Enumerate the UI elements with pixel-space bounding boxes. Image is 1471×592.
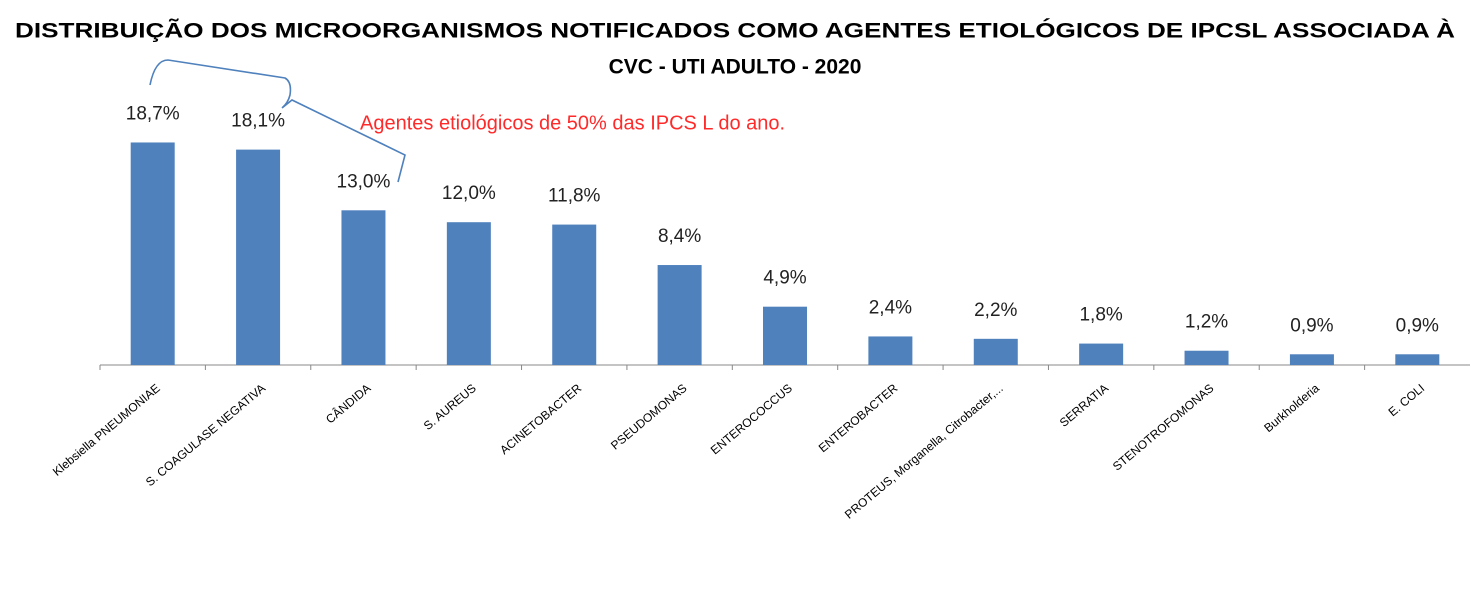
- x-tick-label: Klebsiella PNEUMONIAE: [50, 381, 163, 479]
- chart-title: CVC - UTI ADULTO - 2020: [609, 56, 862, 79]
- x-tick-label: S. AUREUS: [421, 381, 479, 433]
- bar: [973, 338, 1018, 365]
- data-label: 18,1%: [231, 111, 285, 132]
- data-label: 8,4%: [658, 226, 701, 247]
- x-tick-label: STENOTROFOMONAS: [1110, 381, 1217, 474]
- x-tick-label: ENTEROBACTER: [816, 381, 901, 455]
- bar: [657, 265, 702, 365]
- x-tick-label: ACINETOBACTER: [497, 381, 584, 457]
- bar: [130, 142, 175, 365]
- brace: [149, 59, 406, 183]
- data-label: 11,8%: [548, 186, 601, 207]
- bar: [446, 222, 491, 365]
- bar: [236, 149, 281, 365]
- data-label: 1,8%: [1079, 305, 1122, 326]
- data-label: 0,9%: [1290, 315, 1333, 336]
- bar: [1289, 354, 1334, 365]
- bar: [868, 336, 913, 365]
- bar: [763, 306, 807, 365]
- x-tick-label: E. COLI: [1386, 381, 1428, 419]
- x-tick-label: CÂNDIDA: [322, 380, 373, 426]
- x-tick-label: SERRATIA: [1057, 381, 1111, 430]
- data-label: 18,7%: [126, 103, 180, 124]
- bar: [341, 210, 386, 365]
- bar: [1079, 343, 1124, 365]
- x-tick-label: Burkholderia: [1261, 381, 1322, 435]
- x-tick-label: S. COAGULASE NEGATIVA: [143, 381, 268, 489]
- data-label: 2,2%: [974, 300, 1017, 321]
- data-label: 12,0%: [442, 183, 496, 204]
- bar: [552, 224, 597, 365]
- data-label: 0,9%: [1396, 315, 1439, 336]
- data-label: 13,0%: [337, 171, 391, 192]
- data-label: 4,9%: [763, 268, 806, 289]
- data-label: 1,2%: [1185, 312, 1228, 333]
- data-label: 2,4%: [869, 297, 912, 318]
- x-tick-label: PSEUDOMONAS: [608, 381, 690, 453]
- bar: [1184, 350, 1229, 365]
- bar: [1395, 354, 1440, 365]
- annotation: Agentes etiológicos de 50% das IPCS L do…: [360, 112, 785, 134]
- chart-title: DISTRIBUIÇÃO DOS MICROORGANISMOS NOTIFIC…: [15, 19, 1455, 43]
- x-tick-label: ENTEROCOCCUS: [708, 381, 795, 457]
